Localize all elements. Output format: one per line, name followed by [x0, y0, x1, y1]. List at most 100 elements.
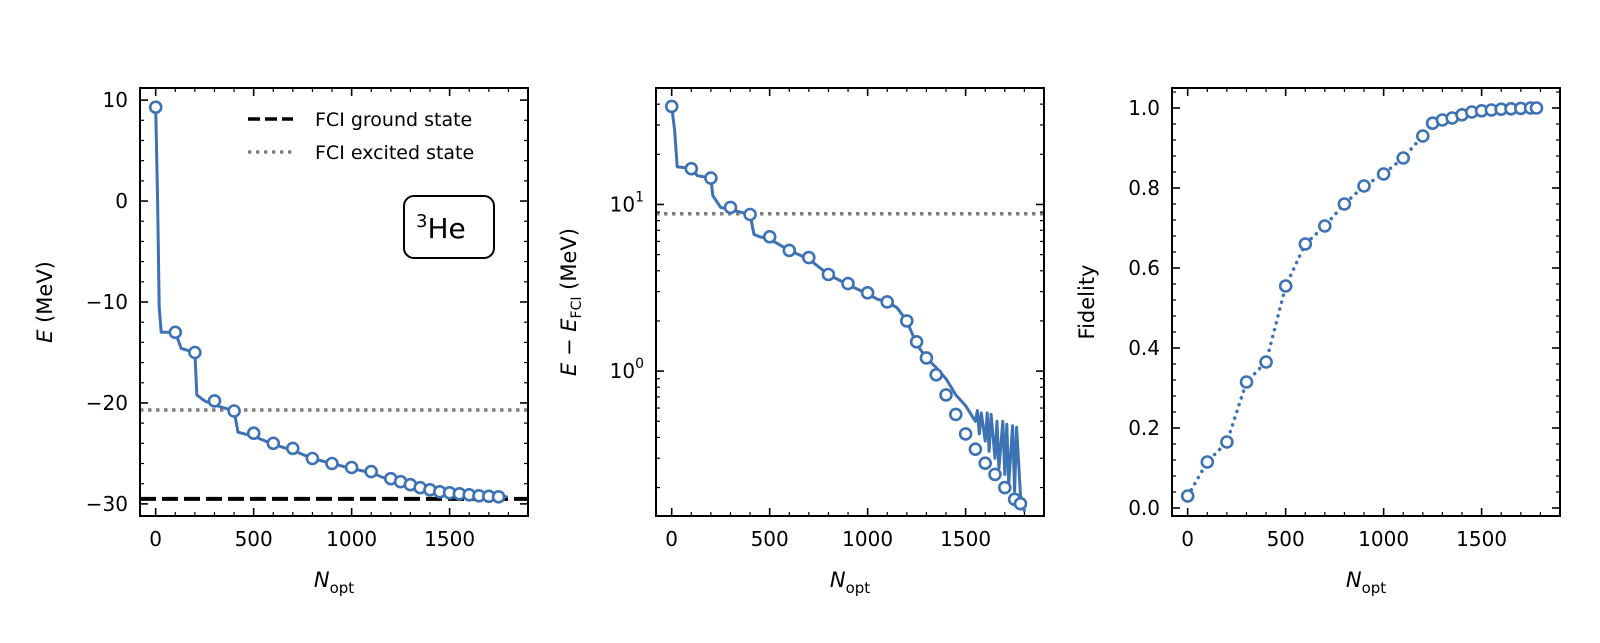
energy-xlabel-main: N: [314, 568, 330, 592]
data-point: [880, 295, 895, 309]
data-point: [948, 407, 963, 422]
series-line-energy: [154, 105, 508, 499]
y-tick-label: −20: [86, 391, 128, 415]
data-point: [148, 100, 163, 114]
y-tick-label: 0.6: [1128, 256, 1160, 280]
data-point: [664, 99, 679, 114]
y-tick-label: 0.8: [1128, 176, 1160, 200]
error-xlabel: Nopt: [830, 568, 870, 597]
y-tick-label: 0.4: [1128, 336, 1160, 360]
y-tick-label: 1.0: [1128, 96, 1160, 120]
data-point: [1357, 179, 1371, 193]
x-tick-label: 500: [1267, 527, 1305, 551]
data-point: [782, 243, 797, 258]
data-point: [1259, 355, 1273, 369]
data-point: [821, 267, 836, 282]
data-point: [344, 460, 359, 475]
energy-ylabel: E (MeV): [33, 261, 57, 343]
x-tick-label: 500: [235, 527, 273, 551]
data-point: [1013, 496, 1028, 511]
data-point: [364, 464, 379, 479]
data-point: [491, 489, 506, 504]
data-point: [227, 404, 241, 418]
annotation-superscript: 3: [416, 211, 427, 232]
data-point: [958, 427, 973, 441]
data-point: [841, 276, 855, 291]
data-point: [860, 285, 875, 300]
annotation-text: 3He: [416, 211, 466, 245]
x-tick-label: 0: [665, 527, 678, 551]
energy-panel: 0 500 1000 1500 10 0 −10 −20 −30 FCI ground stat…: [33, 87, 529, 597]
y-tick-label: 101: [610, 189, 644, 216]
x-tick-label: 1500: [424, 527, 475, 551]
fidelity-xlabel-sub: opt: [1362, 579, 1387, 597]
data-point: [988, 467, 1002, 482]
x-tick-label: 0: [149, 527, 162, 551]
data-point: [325, 456, 339, 471]
energy-xlabel-sub: opt: [330, 579, 355, 597]
data-point: [997, 480, 1012, 495]
y-tick-label: −10: [86, 290, 128, 314]
x-tick-label: 1500: [940, 527, 991, 551]
energy-ylabel-rest: (MeV): [33, 261, 57, 329]
data-point: [305, 451, 320, 466]
data-point: [899, 314, 914, 328]
y-tick-label: 0: [115, 189, 128, 213]
legend-ground-label: FCI ground state: [315, 109, 472, 131]
fidelity-xlabel: Nopt: [1346, 568, 1386, 597]
error-ylabel-sub: FCI: [569, 297, 585, 319]
error-plot-frame: [655, 87, 1045, 517]
y-tick-label: −30: [86, 492, 128, 516]
error-ylabel: E − EFCI (MeV): [557, 228, 585, 376]
data-point: [1220, 435, 1234, 449]
data-point: [1298, 237, 1313, 251]
x-tick-label: 1000: [1358, 527, 1409, 551]
data-point: [1239, 375, 1254, 389]
data-point: [801, 250, 816, 265]
data-point: [168, 325, 183, 340]
y-tick-label: 10: [103, 88, 128, 112]
error-ylabel-main: E − E: [557, 318, 581, 376]
data-point: [919, 351, 934, 365]
data-point: [909, 334, 924, 349]
fidelity-plot-frame: [1171, 87, 1561, 517]
energy-xlabel: Nopt: [314, 568, 354, 597]
data-point: [285, 441, 300, 456]
data-point: [1200, 455, 1215, 469]
y-tick-label: 0.2: [1128, 416, 1160, 440]
data-point: [188, 345, 202, 360]
fidelity-panel: 0 500 1000 1500 0.0 0.2 0.4 0.6 0.8 1.0 Nopt Fide…: [1075, 87, 1561, 597]
error-ylabel-rest: (MeV): [557, 228, 581, 296]
data-point: [1337, 197, 1352, 211]
data-point: [1318, 219, 1332, 233]
data-point: [929, 367, 944, 382]
data-point: [743, 207, 757, 222]
annotation-main: He: [427, 212, 465, 245]
data-point: [246, 426, 261, 441]
x-tick-label: 0: [1181, 527, 1194, 551]
data-point: [1529, 101, 1544, 115]
annotation-box: [403, 195, 495, 259]
data-point: [1396, 151, 1410, 165]
x-tick-label: 500: [751, 527, 789, 551]
x-tick-label: 1000: [326, 527, 377, 551]
fidelity-xlabel-main: N: [1346, 568, 1362, 592]
data-point: [968, 442, 983, 457]
data-point: [684, 161, 699, 176]
data-point: [1180, 489, 1195, 503]
error-xlabel-main: N: [830, 568, 846, 592]
data-point: [1376, 167, 1391, 181]
data-point: [1278, 279, 1293, 293]
series-line-fidelity: [1185, 106, 1539, 498]
y-tick-label: 0.0: [1128, 496, 1160, 520]
data-point: [939, 388, 953, 402]
error-xlabel-sub: opt: [846, 579, 871, 597]
legend: FCI ground state FCI excited state: [248, 109, 474, 164]
x-tick-label: 1500: [1456, 527, 1507, 551]
fidelity-ylabel: Fidelity: [1075, 265, 1099, 340]
data-point: [266, 436, 281, 451]
data-point: [1416, 129, 1430, 143]
data-point: [207, 394, 222, 408]
data-point: [723, 200, 738, 215]
